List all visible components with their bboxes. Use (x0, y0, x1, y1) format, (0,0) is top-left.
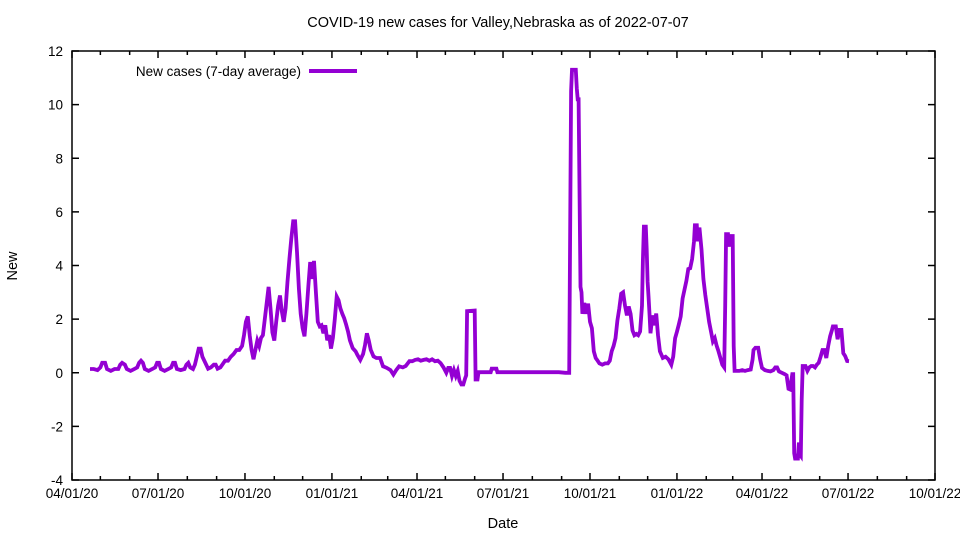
x-axis-tick-label: 01/01/22 (651, 486, 704, 501)
x-axis-tick-label: 07/01/20 (132, 486, 185, 501)
y-axis-tick-label: 10 (48, 98, 63, 113)
y-axis-tick-label: 8 (55, 151, 63, 166)
y-axis-tick-label: 2 (55, 312, 63, 327)
x-axis-tick-label: 04/01/20 (46, 486, 99, 501)
x-axis-tick-label: 04/01/21 (391, 486, 444, 501)
x-axis-tick-label: 10/01/21 (564, 486, 617, 501)
y-axis-tick-label: -4 (51, 473, 63, 488)
y-axis-tick-label: 4 (55, 259, 63, 274)
series-line-new-cases (90, 67, 850, 462)
x-axis-tick-label: 10/01/20 (219, 486, 272, 501)
y-axis-tick-label: 6 (55, 205, 63, 220)
x-axis-tick-label: 04/01/22 (736, 486, 789, 501)
legend-label: New cases (7-day average) (136, 64, 301, 79)
chart-title: COVID-19 new cases for Valley,Nebraska a… (307, 15, 688, 31)
x-axis-tick-label: 07/01/21 (477, 486, 530, 501)
y-axis-tick-label: -2 (51, 419, 63, 434)
plot-border (71, 50, 936, 481)
y-axis-tick-label: 0 (55, 366, 63, 381)
chart-generated-content: 04/01/20 07/01/20 10/01/20 01/01/21 04/01/21… (46, 44, 960, 501)
x-axis-tick-label: 01/01/21 (306, 486, 359, 501)
y-axis-title: New (5, 251, 21, 281)
x-axis-tick-label: 10/01/22 (909, 486, 960, 501)
x-axis-title: Date (488, 516, 519, 532)
y-axis-tick-label: 12 (48, 44, 63, 59)
x-axis-tick-label: 07/01/22 (822, 486, 875, 501)
